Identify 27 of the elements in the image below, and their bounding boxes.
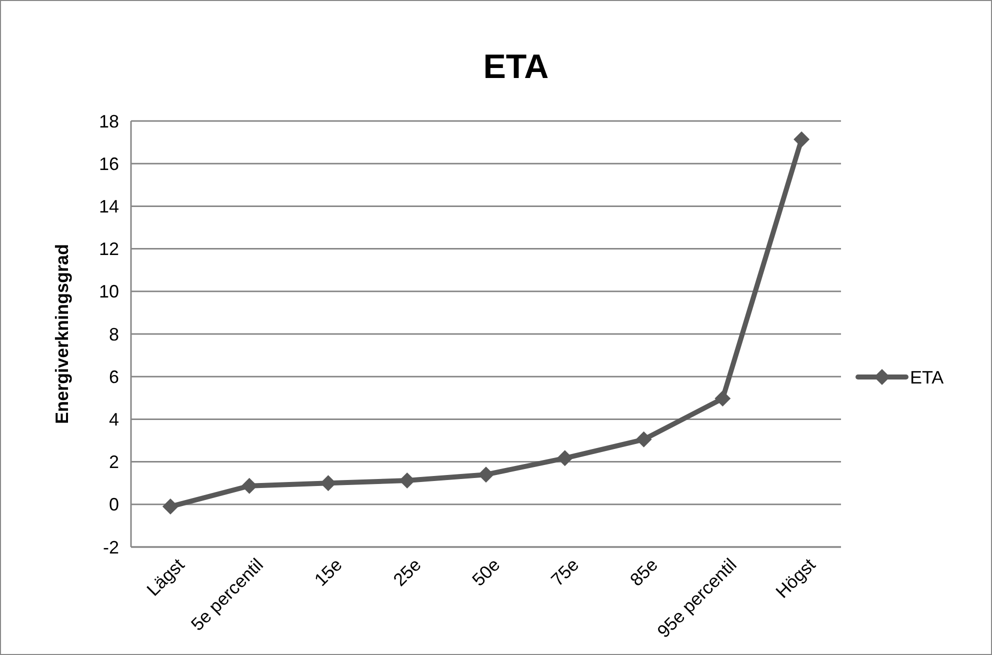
x-tick-label: 85e: [626, 554, 662, 590]
point: [241, 478, 258, 494]
y-tick-label: 8: [108, 324, 119, 344]
point: [162, 498, 178, 515]
x-tick-label: 75e: [547, 554, 583, 590]
y-tick-label: 4: [108, 410, 119, 430]
y-tick-label: 12: [98, 239, 119, 260]
point: [478, 466, 494, 483]
chart-title: ETA: [483, 48, 549, 86]
y-axis-title: Energiverkningsgrad: [52, 244, 72, 424]
x-tick-label: 25e: [389, 554, 425, 590]
y-tick-label: 14: [98, 196, 119, 216]
point: [794, 131, 810, 148]
y-tick-label: -2: [102, 537, 119, 558]
y-tick-label: 10: [98, 282, 119, 302]
y-tick-label: 18: [98, 111, 119, 132]
y-tick-label: 2: [108, 452, 119, 472]
y-tick-label: 6: [108, 366, 119, 387]
x-tick-label: 15e: [310, 554, 346, 590]
y-tick-label: 0: [108, 494, 119, 515]
point: [320, 475, 336, 492]
point: [636, 431, 652, 448]
x-tick-label: 50e: [468, 554, 504, 590]
point: [556, 450, 573, 466]
point: [714, 390, 731, 407]
y-tick-label: 16: [98, 154, 119, 174]
legend-label: ETA: [910, 367, 944, 388]
